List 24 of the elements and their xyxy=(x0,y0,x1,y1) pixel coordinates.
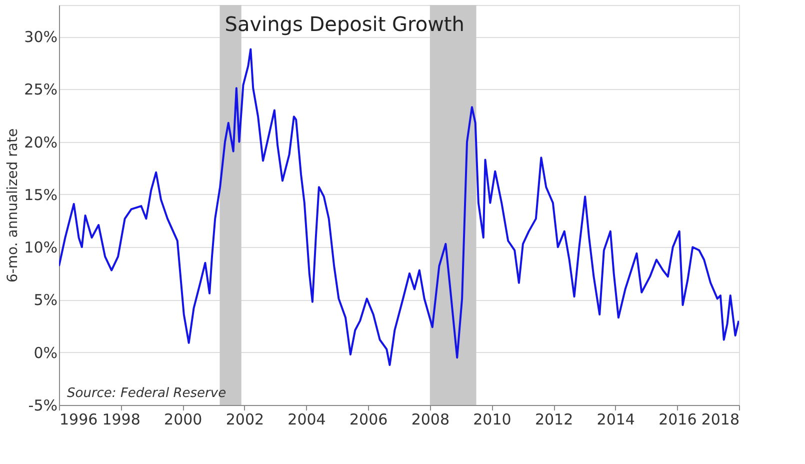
x-tick-label: 2018 xyxy=(701,410,740,428)
x-tick-label: 2002 xyxy=(226,410,264,428)
x-tick-label: 1998 xyxy=(102,410,140,428)
x-tick-label: 2006 xyxy=(349,410,388,428)
y-axis-title: 6-mo. annualized rate xyxy=(5,128,22,283)
y-tick-label: 15% xyxy=(24,186,58,204)
y-tick-label: 25% xyxy=(24,80,58,99)
y-tick-label: 20% xyxy=(24,133,58,152)
y-tick-label: -5% xyxy=(28,396,58,414)
y-tick-label: 5% xyxy=(34,291,58,310)
chart-title: Savings Deposit Growth xyxy=(224,12,464,36)
x-tick-label: 2014 xyxy=(596,410,635,428)
x-tick-label: 2010 xyxy=(473,410,512,428)
y-tick-label: 30% xyxy=(24,28,58,46)
line-series xyxy=(59,48,739,366)
y-tick-label: 10% xyxy=(24,238,58,257)
x-tick-label: 2012 xyxy=(534,410,574,428)
x-tick-label: 2008 xyxy=(411,410,450,428)
x-tick-label: 1996 xyxy=(60,410,98,428)
x-tick-label: 2000 xyxy=(164,410,202,428)
y-tick-label: 0% xyxy=(34,344,58,362)
x-tick-label: 2004 xyxy=(288,410,326,428)
annotation: Source: Federal Reserve xyxy=(67,386,226,401)
x-tick-label: 2016 xyxy=(658,410,697,428)
